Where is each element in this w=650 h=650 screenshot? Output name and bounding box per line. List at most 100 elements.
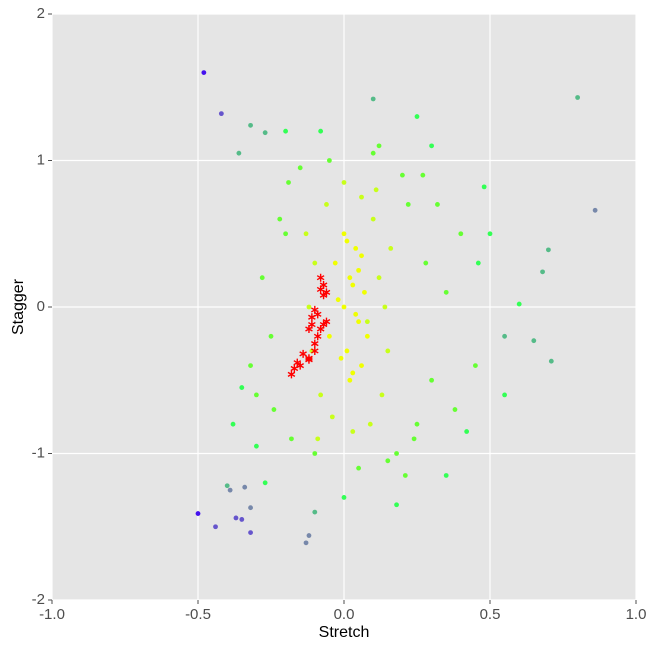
point — [312, 509, 318, 515]
star-point — [319, 291, 328, 300]
point — [277, 216, 283, 222]
point — [464, 429, 470, 434]
point — [347, 275, 353, 281]
marks — [195, 70, 598, 546]
y-tick-label: 2 — [37, 5, 45, 22]
star-point — [293, 358, 302, 367]
point — [341, 231, 347, 237]
point — [303, 540, 309, 546]
point — [350, 370, 356, 376]
point — [201, 70, 207, 75]
point — [502, 333, 507, 339]
point — [254, 443, 259, 449]
point — [242, 484, 248, 490]
star-point — [310, 305, 319, 314]
y-tick-label: -1 — [32, 444, 45, 461]
star-point — [316, 273, 325, 282]
point — [592, 207, 598, 213]
point — [575, 95, 580, 100]
point — [385, 348, 391, 354]
point — [286, 180, 291, 185]
star-point — [313, 332, 322, 341]
point — [312, 451, 318, 456]
point — [540, 269, 545, 275]
point — [473, 363, 478, 368]
point — [239, 517, 245, 522]
point — [388, 246, 394, 251]
point — [481, 184, 487, 190]
point — [359, 194, 364, 200]
point — [315, 436, 321, 442]
point — [531, 338, 537, 344]
point — [341, 304, 347, 310]
point — [248, 122, 253, 128]
point — [262, 130, 268, 136]
point — [429, 377, 434, 383]
point — [458, 231, 464, 237]
point — [347, 377, 353, 383]
point — [353, 246, 359, 251]
x-axis-title: Stretch — [319, 624, 370, 641]
point — [364, 333, 370, 339]
star-point — [316, 285, 325, 294]
point — [429, 143, 434, 149]
point — [376, 275, 382, 281]
point — [341, 180, 347, 185]
star-point — [290, 364, 299, 373]
point — [338, 355, 344, 361]
point — [443, 289, 449, 295]
point — [400, 172, 405, 178]
point — [239, 385, 245, 390]
point — [262, 480, 268, 486]
point — [359, 363, 364, 368]
point — [353, 311, 359, 317]
point — [364, 319, 370, 325]
point — [248, 363, 253, 368]
point — [327, 158, 332, 163]
point — [356, 465, 361, 471]
point — [423, 260, 429, 266]
point — [271, 407, 277, 412]
point — [324, 202, 329, 207]
point — [306, 304, 312, 310]
point — [344, 348, 350, 354]
y-tick-label: 1 — [37, 151, 45, 168]
point — [259, 275, 265, 281]
point — [502, 392, 507, 398]
point — [318, 128, 324, 134]
point — [370, 216, 376, 222]
point — [382, 304, 388, 310]
point — [350, 429, 356, 434]
star-point — [305, 324, 313, 333]
point — [385, 458, 391, 464]
point — [254, 392, 259, 398]
point — [516, 301, 522, 307]
star-point — [308, 313, 316, 322]
point — [487, 231, 493, 237]
star-point — [310, 339, 319, 348]
point — [248, 505, 253, 511]
point — [443, 473, 449, 478]
star-point — [310, 346, 319, 355]
point — [475, 260, 481, 266]
point — [394, 451, 399, 456]
star-point — [322, 317, 331, 326]
y-axis-title: Stagger — [10, 278, 27, 335]
point — [306, 533, 312, 538]
y-tick-label: 0 — [37, 298, 45, 315]
x-tick-label: 0.5 — [480, 606, 501, 623]
point — [373, 187, 379, 193]
point — [195, 511, 201, 516]
point — [341, 495, 347, 500]
point — [394, 502, 399, 508]
point — [411, 436, 417, 442]
point — [356, 319, 361, 325]
point — [329, 414, 335, 420]
point — [318, 392, 324, 398]
point — [303, 231, 309, 237]
point — [402, 473, 408, 478]
point — [379, 392, 385, 398]
star-point — [287, 370, 296, 379]
